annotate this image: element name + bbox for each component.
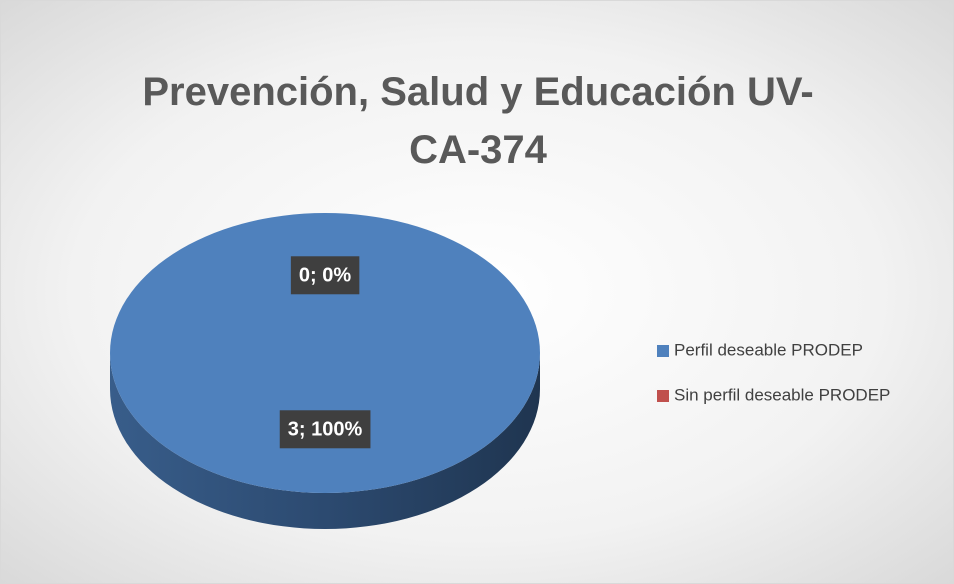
pie-side [110,353,540,529]
data-label-box [279,410,371,449]
legend-label: Sin perfil deseable PRODEP [674,385,890,404]
data-label: 3; 100% [279,410,371,449]
legend-swatch [657,390,669,402]
data-label: 0; 0% [290,256,360,295]
chart-title: Prevención, Salud y Educación UV-CA-374 [142,70,814,172]
pie-slice [110,213,540,493]
data-label-text: 0; 0% [299,264,351,286]
legend-label: Perfil deseable PRODEP [674,340,863,359]
data-label-box [290,256,360,295]
data-label-text: 3; 100% [288,418,363,440]
legend-swatch [657,345,669,357]
